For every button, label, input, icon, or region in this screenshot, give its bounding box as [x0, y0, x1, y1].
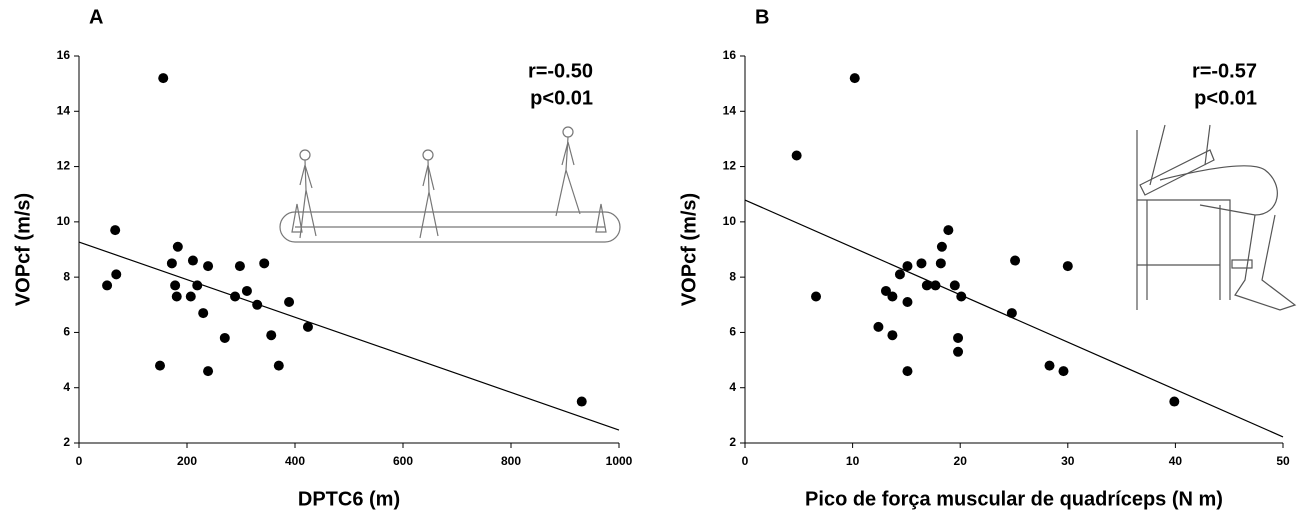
point [1169, 396, 1180, 407]
y-tick-label: 16 [723, 48, 737, 62]
y-tick-label: 12 [57, 159, 71, 173]
x-tick-label: 30 [1061, 454, 1075, 468]
y-tick-label: 4 [729, 380, 736, 394]
point [887, 291, 898, 302]
point [930, 280, 941, 291]
point [111, 269, 122, 280]
point [198, 308, 209, 319]
point [219, 332, 230, 343]
point [956, 291, 967, 302]
point [187, 255, 198, 266]
x-tick-label: 50 [1276, 454, 1290, 468]
point [171, 291, 182, 302]
point [110, 225, 121, 236]
point [172, 241, 183, 252]
y-tick-label: 6 [63, 325, 70, 339]
point [185, 291, 196, 302]
point [1058, 366, 1069, 377]
x-tick-label: 1000 [606, 454, 633, 468]
trend-line [78, 241, 620, 431]
y-tick-label: 8 [729, 269, 736, 283]
point [791, 150, 802, 161]
y-tick-label: 14 [57, 103, 71, 117]
point [284, 297, 295, 308]
x-tick-label: 0 [76, 454, 83, 468]
point [166, 258, 177, 269]
y-axis-label: VOPcf (m/s) [12, 193, 34, 306]
y-tick-label: 10 [57, 214, 71, 228]
point [935, 258, 946, 269]
point [849, 73, 860, 84]
point [953, 332, 964, 343]
point [953, 346, 964, 357]
y-tick-label: 14 [723, 103, 737, 117]
y-tick-label: 10 [723, 214, 737, 228]
point [887, 330, 898, 341]
point [936, 241, 947, 252]
y-tick-label: 2 [729, 435, 736, 449]
point [230, 291, 241, 302]
point [1062, 261, 1073, 272]
point [1006, 308, 1017, 319]
annotation: p<0.01 [530, 87, 593, 109]
point [273, 360, 284, 371]
point [1044, 360, 1055, 371]
y-tick-label: 8 [63, 269, 70, 283]
point [155, 360, 165, 371]
point [266, 330, 277, 341]
annotation: r=-0.50 [528, 60, 593, 82]
point [302, 321, 313, 332]
annotation: p<0.01 [1194, 87, 1257, 109]
point [158, 73, 169, 84]
point [902, 366, 913, 377]
point [102, 280, 113, 291]
y-axis-label: VOPcf (m/s) [678, 193, 700, 306]
point [902, 297, 913, 308]
point [811, 291, 822, 302]
annotation: r=-0.57 [1192, 60, 1257, 82]
x-tick-label: 0 [742, 454, 749, 468]
panel-label: B [755, 6, 769, 28]
point [192, 280, 203, 291]
point [241, 285, 252, 296]
trend-line [744, 199, 1284, 438]
point [234, 261, 245, 272]
point [203, 261, 214, 272]
x-tick-label: 400 [285, 454, 305, 468]
y-tick-label: 4 [63, 380, 70, 394]
x-tick-label: 40 [1169, 454, 1183, 468]
point [170, 280, 181, 291]
point [943, 225, 954, 236]
chair-illustration [1136, 124, 1297, 311]
point [949, 280, 960, 291]
y-tick-label: 6 [729, 325, 736, 339]
x-tick-label: 200 [177, 454, 197, 468]
point [894, 269, 905, 280]
point [252, 299, 263, 310]
walk-illustration [279, 126, 621, 243]
x-tick-label: 600 [393, 454, 413, 468]
point [576, 396, 587, 407]
point [203, 366, 214, 377]
panel-label: A [89, 6, 103, 28]
point [921, 280, 932, 291]
x-axis-label: DPTC6 (m) [298, 488, 400, 510]
x-tick-label: 10 [846, 454, 860, 468]
y-tick-label: 16 [57, 48, 71, 62]
point [1010, 255, 1021, 266]
y-tick-label: 12 [723, 159, 737, 173]
y-tick-label: 2 [63, 435, 70, 449]
point [902, 261, 913, 272]
x-tick-label: 800 [501, 454, 521, 468]
point [873, 321, 884, 332]
point [916, 258, 927, 269]
x-tick-label: 20 [954, 454, 968, 468]
x-axis-label: Pico de força muscular de quadríceps (N … [805, 488, 1223, 510]
point [259, 258, 270, 269]
